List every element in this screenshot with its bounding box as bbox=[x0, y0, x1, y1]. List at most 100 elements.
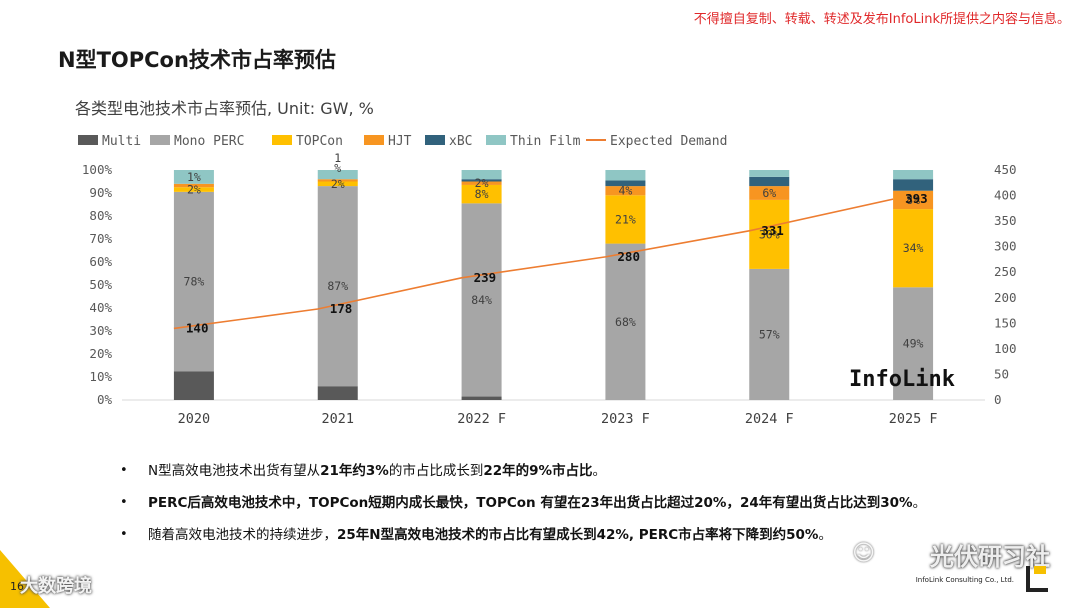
bar-segment-hjt bbox=[749, 186, 790, 200]
bar-segment-hjt bbox=[893, 190, 934, 210]
bar-segment-thin-film bbox=[605, 170, 646, 181]
bar-segment-topcon bbox=[173, 187, 214, 192]
bullet-marker: • bbox=[120, 527, 128, 542]
legend-swatch bbox=[78, 135, 98, 145]
bar-data-label: 57% bbox=[759, 327, 780, 341]
wechat-icon: ☺ bbox=[852, 541, 875, 566]
y-left-tick-label: 60% bbox=[89, 254, 112, 269]
bar-data-label: 34% bbox=[903, 241, 924, 255]
bar-data-label: 87% bbox=[327, 279, 348, 293]
legend-label: Expected Demand bbox=[610, 134, 727, 149]
legend-swatch bbox=[364, 135, 384, 145]
disclaimer-text: 不得擅自复制、转载、转述及发布InfoLink所提供之内容与信息。 bbox=[693, 12, 1070, 27]
bullet-text-3: 随着高效电池技术的持续进步，25年N型高效电池技术的市占比有望成长到42%, P… bbox=[148, 527, 832, 543]
bar-segment-thin-film bbox=[461, 170, 502, 180]
stacked-bar-chart: Multi Mono PERC TOPCon HJT xBC Thin Film Expec… bbox=[78, 134, 1017, 427]
x-tick-label: 2024 F bbox=[745, 411, 794, 427]
bullet-segment: PERC后高效电池技术中，TOPCon短期内成长最快，TOPCon 有望在23年… bbox=[148, 495, 913, 511]
legend-label: Thin Film bbox=[510, 134, 581, 149]
bar-segment-hjt bbox=[317, 179, 358, 182]
bar-segment-topcon bbox=[893, 209, 934, 288]
bar-segment-multi bbox=[461, 396, 502, 400]
bar-data-label: 1% bbox=[187, 170, 201, 184]
y-left-tick-label: 50% bbox=[89, 277, 112, 292]
bar-segment-thin-film bbox=[749, 170, 790, 177]
y-right-tick-label: 300 bbox=[994, 239, 1017, 254]
bar-data-label: 1 bbox=[334, 151, 341, 165]
y-left-tick-label: 40% bbox=[89, 300, 112, 315]
bar-data-label: 78% bbox=[184, 275, 205, 289]
y-left-tick-label: 70% bbox=[89, 231, 112, 246]
y-right-tick-label: 400 bbox=[994, 188, 1017, 203]
bullet-marker: • bbox=[120, 463, 128, 478]
bullet-segment: 21年约3% bbox=[320, 463, 389, 479]
bar-data-label: 2% bbox=[187, 183, 201, 197]
demand-data-label: 280 bbox=[617, 249, 640, 264]
page-number: 16 bbox=[10, 580, 24, 593]
bar-segment-mono-perc bbox=[173, 191, 214, 372]
demand-data-label: 393 bbox=[905, 191, 928, 206]
bullet-segment: 25年N型高效电池技术的市占比有望成长到42%, PERC市占率将下降到约50% bbox=[337, 527, 819, 543]
y-left-tick-label: 100% bbox=[82, 162, 113, 177]
legend-swatch bbox=[486, 135, 506, 145]
legend-label: Mono PERC bbox=[174, 134, 244, 149]
y-right-tick-label: 450 bbox=[994, 162, 1017, 177]
bullet-text-1: N型高效电池技术出货有望从21年约3%的市占比成长到22年的9%市占比。 bbox=[148, 463, 606, 479]
bar-data-label: 2% bbox=[475, 176, 489, 190]
bar-segment-xbc bbox=[461, 179, 502, 182]
y-right-tick-label: 150 bbox=[994, 315, 1017, 330]
bar-segment-mono-perc bbox=[317, 186, 358, 387]
demand-data-label: 178 bbox=[330, 301, 353, 316]
bar-segment-xbc bbox=[605, 180, 646, 187]
demand-line bbox=[173, 198, 894, 330]
legend-label: xBC bbox=[449, 134, 472, 149]
demand-data-label: 331 bbox=[761, 223, 784, 238]
bar-segment-hjt bbox=[605, 186, 646, 196]
legend-label: TOPCon bbox=[296, 134, 343, 149]
bullet-item-2: • PERC后高效电池技术中，TOPCon短期内成长最快，TOPCon 有望在2… bbox=[118, 490, 1038, 516]
corner-decoration bbox=[0, 550, 50, 608]
bar-data-label: 8% bbox=[906, 193, 920, 207]
bar-segment-topcon bbox=[605, 195, 646, 244]
brand-watermark: InfoLink bbox=[849, 367, 955, 392]
bullet-segment: 。 bbox=[592, 463, 607, 479]
bar-data-label: 84% bbox=[471, 293, 492, 307]
demand-data-label: 239 bbox=[474, 270, 497, 285]
bar-segment-xbc bbox=[893, 179, 934, 191]
x-tick-label: 2021 bbox=[321, 411, 354, 427]
legend-swatch bbox=[150, 135, 170, 145]
y-right-tick-label: 0 bbox=[994, 392, 1002, 407]
slide-title: N型TOPCon技术市占率预估 bbox=[58, 48, 336, 72]
bar-data-label: 8% bbox=[475, 187, 489, 201]
bullet-segment: 随着高效电池技术的持续进步， bbox=[148, 527, 337, 543]
y-right-tick-label: 50 bbox=[994, 366, 1009, 381]
y-left-tick-label: 30% bbox=[89, 323, 112, 338]
x-tick-label: 2023 F bbox=[601, 411, 650, 427]
bar-segment-xbc bbox=[749, 176, 790, 187]
bar-data-label: 68% bbox=[615, 315, 636, 329]
bar-segment-topcon bbox=[749, 199, 790, 269]
x-tick-label: 2020 bbox=[178, 411, 211, 427]
y-left-tick-label: 0% bbox=[97, 392, 113, 407]
bullet-segment: 22年的9%市占比 bbox=[483, 463, 593, 479]
bar-segment-topcon bbox=[317, 181, 358, 187]
bar-segment-topcon bbox=[461, 184, 502, 204]
bullet-segment: 。 bbox=[912, 495, 927, 511]
bullet-text-2: PERC后高效电池技术中，TOPCon短期内成长最快，TOPCon 有望在23年… bbox=[148, 495, 926, 511]
bullet-segment: 。 bbox=[818, 527, 832, 543]
y-left-tick-label: 80% bbox=[89, 208, 112, 223]
legend-label: HJT bbox=[388, 134, 412, 149]
bullet-item-3: • 随着高效电池技术的持续进步，25年N型高效电池技术的市占比有望成长到42%,… bbox=[118, 522, 1038, 548]
bar-segment-mono-perc bbox=[461, 203, 502, 397]
bar-data-label: 30% bbox=[759, 227, 780, 241]
bullet-segment: N型高效电池技术出货有望从 bbox=[148, 463, 321, 479]
bar-segment-mono-perc bbox=[893, 287, 934, 400]
bar-data-label: 4% bbox=[618, 184, 632, 198]
bar-segment-thin-film bbox=[893, 170, 934, 180]
y-right-tick-label: 100 bbox=[994, 341, 1017, 356]
legend-swatch bbox=[425, 135, 445, 145]
y-left-tick-label: 90% bbox=[89, 185, 112, 200]
legend-swatch bbox=[272, 135, 292, 145]
bullet-item-1: • N型高效电池技术出货有望从21年约3%的市占比成长到22年的9%市占比。 bbox=[118, 458, 1038, 484]
y-right-tick-label: 250 bbox=[994, 264, 1017, 279]
